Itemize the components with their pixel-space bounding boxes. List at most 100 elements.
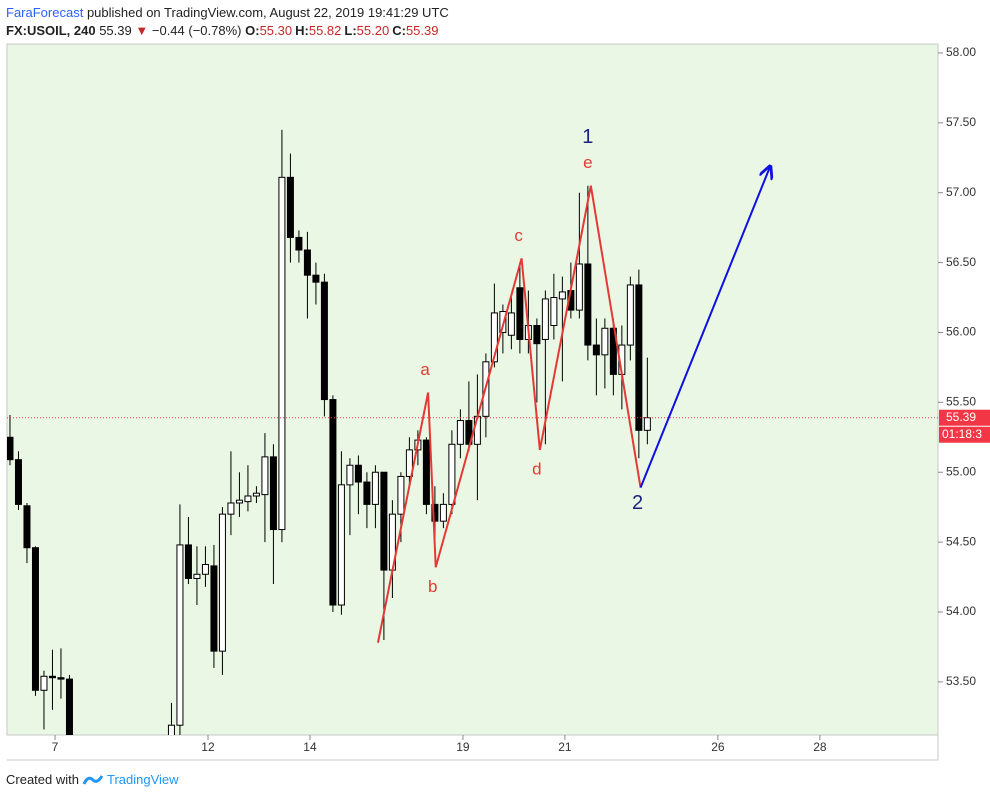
chart: a b c d e 12 53.50 54.00 54.50 55.00 55.50 56.00 56… bbox=[6, 43, 990, 761]
header-line: FaraForecast published on TradingView.co… bbox=[6, 4, 449, 22]
candle-body bbox=[507, 312, 515, 336]
candle-body bbox=[550, 297, 558, 326]
ohlc-key: H: bbox=[295, 23, 309, 38]
header-line: FX:USOIL, 240 55.39 ▼ −0.44 (−0.78%) O:5… bbox=[6, 22, 449, 40]
y-tick-label: 55.50 bbox=[946, 395, 976, 409]
y-tick-label: 55.00 bbox=[946, 464, 976, 478]
candle-body bbox=[380, 471, 388, 571]
candle-body bbox=[40, 675, 48, 691]
x-tick-label: 26 bbox=[711, 740, 725, 754]
candle-body bbox=[422, 439, 430, 505]
candle-body bbox=[456, 420, 464, 445]
wave-label: 2 bbox=[632, 492, 643, 514]
x-tick-label: 21 bbox=[558, 740, 572, 754]
candle-body bbox=[184, 544, 192, 579]
candle-body bbox=[575, 263, 583, 311]
wave-label: e bbox=[583, 153, 592, 172]
candle-body bbox=[252, 492, 260, 497]
wave-line bbox=[376, 185, 642, 643]
symbol: FX:USOIL, 240 bbox=[6, 23, 96, 38]
wave-label: b bbox=[428, 577, 437, 596]
ohlc-key: O: bbox=[245, 23, 260, 38]
ohlc-key: C: bbox=[392, 23, 406, 38]
ohlc-key: L: bbox=[344, 23, 357, 38]
plot: a b c d e 1 2 bbox=[7, 126, 938, 735]
candle-body bbox=[405, 449, 413, 477]
x-tick-label: 7 bbox=[52, 740, 59, 754]
candle-body bbox=[23, 505, 31, 549]
candle-body bbox=[235, 499, 243, 504]
candle-body bbox=[363, 481, 371, 505]
candle-body bbox=[286, 176, 294, 238]
header: FaraForecast published on TradingView.co… bbox=[6, 4, 449, 40]
candle-body bbox=[533, 324, 541, 345]
candle-body bbox=[320, 281, 328, 401]
candle-body bbox=[635, 284, 643, 431]
candle-body bbox=[218, 513, 226, 652]
candle-body bbox=[244, 495, 252, 503]
candle-body bbox=[601, 327, 609, 356]
plot-area bbox=[6, 43, 939, 736]
candle-body bbox=[167, 724, 175, 735]
candle-body bbox=[57, 677, 65, 680]
y-tick-label: 57.00 bbox=[946, 185, 976, 199]
candle-body bbox=[269, 456, 277, 531]
footer: Created with TradingView bbox=[6, 772, 179, 787]
y-tick-label: 56.00 bbox=[946, 325, 976, 339]
logo bbox=[82, 774, 104, 785]
wave-label: c bbox=[514, 226, 523, 245]
candle-body bbox=[303, 249, 311, 276]
y-tick-label: 57.50 bbox=[946, 115, 976, 129]
candle-body bbox=[448, 443, 456, 505]
countdown-tag bbox=[939, 426, 990, 443]
countdown: 01:18:3 bbox=[942, 427, 982, 441]
y-tick-label: 53.50 bbox=[946, 674, 976, 688]
candle-body bbox=[490, 312, 498, 363]
candle-body bbox=[337, 484, 345, 606]
candle-body bbox=[14, 459, 22, 505]
candle-body bbox=[48, 675, 56, 679]
candle-body bbox=[584, 263, 592, 346]
ohlc-value: 55.20 bbox=[356, 23, 390, 38]
candle-body bbox=[346, 464, 354, 486]
ohlc-value: 55.39 bbox=[405, 23, 439, 38]
x-tick-label: 19 bbox=[456, 740, 470, 754]
candle-body bbox=[558, 291, 566, 300]
ohlc-value: 55.82 bbox=[308, 23, 342, 38]
y-tick-label: 56.50 bbox=[946, 255, 976, 269]
candle-body bbox=[516, 287, 524, 340]
y-tick-label: 54.00 bbox=[946, 604, 976, 618]
brand[interactable]: TradingView bbox=[106, 772, 179, 787]
y-tick-label: 54.50 bbox=[946, 534, 976, 548]
price-tag bbox=[939, 409, 990, 426]
candle-body bbox=[278, 176, 286, 531]
wave-label: d bbox=[532, 459, 541, 478]
wave-label: a bbox=[420, 360, 430, 379]
candle-body bbox=[626, 284, 634, 346]
candle-body bbox=[329, 399, 337, 606]
candle-body bbox=[431, 503, 439, 522]
y-tick-label: 58.00 bbox=[946, 45, 976, 59]
change: −0.44 (−0.78%) bbox=[151, 23, 242, 38]
ohlc-value: 55.30 bbox=[259, 23, 293, 38]
arrow bbox=[639, 168, 770, 488]
candle-body bbox=[261, 456, 269, 496]
candle-body bbox=[31, 547, 39, 691]
published: published on TradingView.com, August 22,… bbox=[86, 5, 449, 20]
price-tag-label: 55.39 bbox=[946, 410, 976, 424]
candle-body bbox=[312, 274, 320, 283]
candle-body bbox=[210, 565, 218, 652]
candle-body bbox=[65, 678, 73, 735]
candle-body bbox=[541, 298, 549, 340]
candle-body bbox=[439, 503, 447, 522]
candle-body bbox=[193, 573, 201, 579]
x-tick-label: 12 bbox=[201, 740, 215, 754]
candle-body bbox=[227, 502, 235, 515]
author[interactable]: FaraForecast bbox=[6, 5, 84, 20]
candle-body bbox=[201, 563, 209, 575]
candle-body bbox=[176, 544, 184, 726]
x-tick-label: 14 bbox=[303, 740, 317, 754]
axes: 53.50 54.00 54.50 55.00 55.50 56.00 56.50 57.00… bbox=[52, 45, 990, 754]
candle-body bbox=[592, 344, 600, 356]
